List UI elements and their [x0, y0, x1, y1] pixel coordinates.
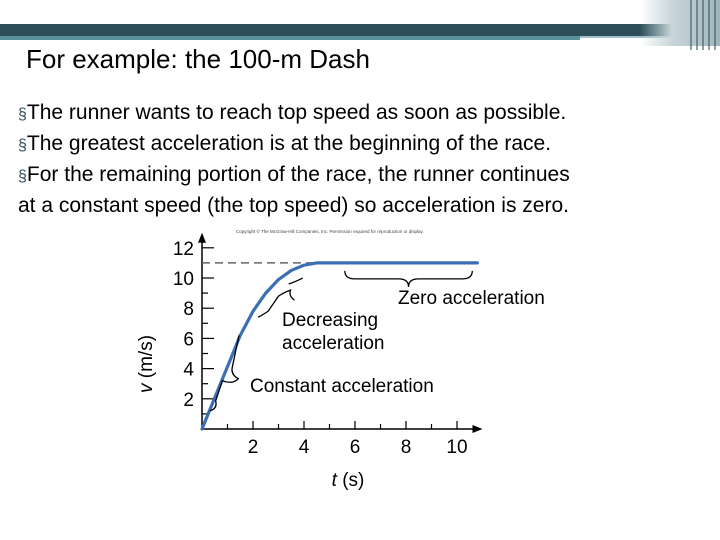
y-ticks: 2 4 6 8 10 12 — [173, 239, 214, 415]
annotation-constant-acceleration: Constant acceleration — [250, 376, 434, 397]
bullet-marker: § — [18, 168, 27, 185]
x-axis-label: t (s) — [332, 470, 365, 491]
annotation-zero-acceleration: Zero acceleration — [398, 288, 545, 309]
slide-header-band — [0, 0, 720, 24]
y-tick-label: 6 — [183, 329, 194, 350]
y-tick-label: 8 — [183, 299, 194, 320]
bullet-item: §The runner wants to reach top speed as … — [18, 98, 708, 129]
bullet-text: The runner wants to reach top speed as s… — [26, 101, 567, 124]
x-tick-label: 4 — [299, 437, 310, 458]
bullet-marker: § — [18, 106, 27, 123]
bullet-text: The greatest acceleration is at the begi… — [26, 132, 552, 155]
x-ticks: 2 4 6 8 10 — [226, 421, 468, 458]
header-corner-lines — [690, 0, 720, 50]
y-tick-label: 4 — [183, 360, 194, 381]
header-stripe-dark — [0, 24, 720, 36]
bullet-list: §The runner wants to reach top speed as … — [18, 98, 708, 220]
bullet-item-continuation: at a constant speed (the top speed) so a… — [18, 191, 708, 220]
copyright-note: Copyright © The McGraw-Hill Companies, I… — [236, 228, 424, 234]
y-axis-label: v (m/s) — [136, 335, 157, 393]
y-axis-arrow — [198, 232, 206, 243]
x-tick-label: 2 — [248, 437, 259, 458]
slide-title: For example: the 100-m Dash — [26, 44, 370, 74]
bullet-text: at a constant speed (the top speed) so a… — [18, 194, 569, 217]
chart-axes — [198, 232, 483, 433]
x-tick-label: 6 — [350, 437, 361, 458]
bullet-item: §For the remaining portion of the race, … — [18, 160, 708, 191]
y-axis-label-text: v (m/s) — [136, 335, 157, 393]
y-axis-variable: v — [136, 382, 157, 393]
y-axis-unit: (m/s) — [136, 335, 157, 384]
velocity-time-chart: Copyright © The McGraw-Hill Companies, I… — [136, 228, 545, 491]
y-tick-label: 12 — [173, 239, 194, 260]
y-tick-label: 10 — [173, 269, 194, 290]
header-stripe-light — [0, 36, 580, 40]
bullet-marker: § — [18, 137, 27, 154]
decreasing-acceleration-brace — [257, 277, 303, 318]
bullet-text: For the remaining portion of the race, t… — [26, 163, 570, 186]
x-axis-unit: (s) — [337, 470, 364, 491]
velocity-curve — [200, 261, 479, 431]
x-tick-label: 10 — [446, 437, 467, 458]
x-axis-variable: t — [332, 470, 338, 491]
bullet-item: §The greatest acceleration is at the beg… — [18, 129, 708, 160]
annotation-braces — [209, 270, 473, 412]
x-axis-arrow — [472, 425, 483, 433]
zero-acceleration-brace — [344, 270, 473, 287]
annotation-decreasing: Decreasing — [282, 310, 378, 331]
y-tick-label: 2 — [183, 390, 194, 411]
annotation-decreasing-acceleration: acceleration — [282, 333, 384, 354]
constant-acceleration-brace — [209, 335, 240, 412]
x-tick-label: 8 — [401, 437, 412, 458]
